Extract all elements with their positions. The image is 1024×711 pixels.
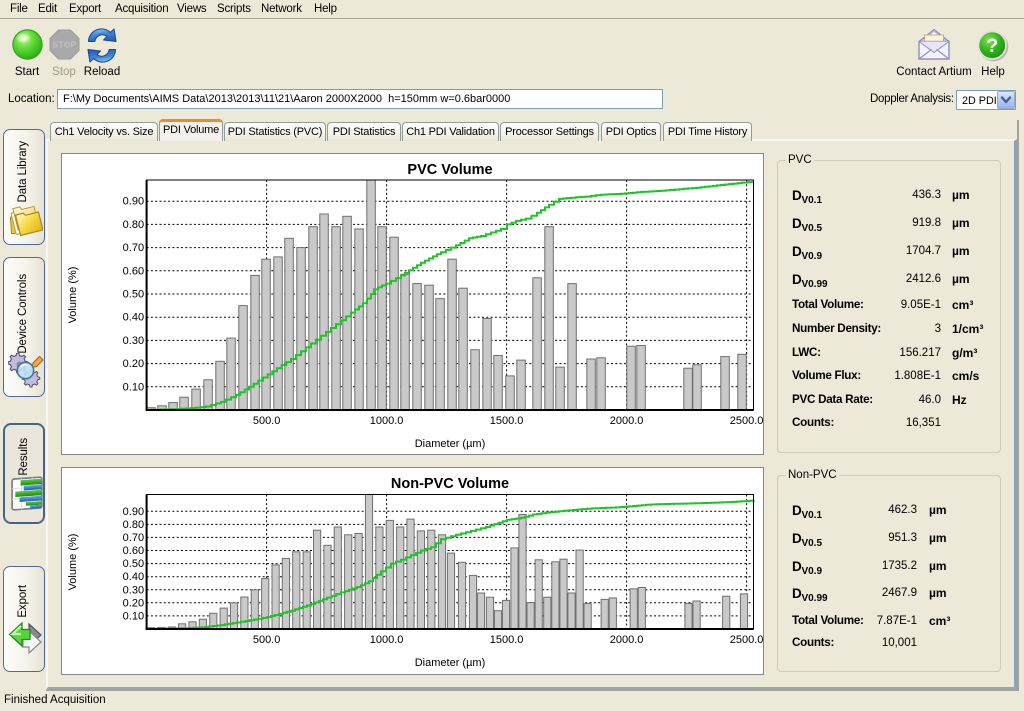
svg-text:0.20: 0.20 <box>123 597 144 609</box>
svg-text:0.70: 0.70 <box>123 242 144 254</box>
svg-text:0.80: 0.80 <box>123 219 144 231</box>
svg-text:2000.0: 2000.0 <box>610 415 644 427</box>
svg-text:1000.0: 1000.0 <box>370 634 404 646</box>
svg-text:0.70: 0.70 <box>123 532 144 544</box>
svg-text:Diameter (µm): Diameter (µm) <box>415 657 486 669</box>
svg-text:STOP: STOP <box>53 40 77 50</box>
svg-text:0.50: 0.50 <box>123 558 144 570</box>
svg-text:Volume (%): Volume (%) <box>67 267 79 324</box>
svg-text:Non-PVC Volume: Non-PVC Volume <box>391 476 509 492</box>
svg-text:Volume (%): Volume (%) <box>67 534 79 591</box>
svg-text:0.60: 0.60 <box>123 265 144 277</box>
svg-text:PVC Volume: PVC Volume <box>407 162 492 178</box>
svg-text:0.50: 0.50 <box>123 289 144 301</box>
svg-text:0.20: 0.20 <box>123 358 144 370</box>
svg-text:0.90: 0.90 <box>123 196 144 208</box>
svg-text:500.0: 500.0 <box>253 415 281 427</box>
svg-text:?: ? <box>986 35 998 57</box>
svg-text:2500.0: 2500.0 <box>730 634 764 646</box>
svg-text:0.10: 0.10 <box>123 610 144 622</box>
svg-text:0.40: 0.40 <box>123 312 144 324</box>
svg-text:Diameter (µm): Diameter (µm) <box>415 438 486 450</box>
svg-text:1500.0: 1500.0 <box>490 415 524 427</box>
svg-text:1000.0: 1000.0 <box>370 415 404 427</box>
svg-text:0.10: 0.10 <box>123 381 144 393</box>
svg-text:0.80: 0.80 <box>123 519 144 531</box>
svg-text:0.30: 0.30 <box>123 584 144 596</box>
svg-text:500.0: 500.0 <box>253 634 281 646</box>
svg-text:0.40: 0.40 <box>123 571 144 583</box>
svg-text:2000.0: 2000.0 <box>610 634 644 646</box>
svg-text:2500.0: 2500.0 <box>730 415 764 427</box>
svg-text:0.30: 0.30 <box>123 335 144 347</box>
svg-text:1500.0: 1500.0 <box>490 634 524 646</box>
svg-text:0.60: 0.60 <box>123 545 144 557</box>
svg-text:0.90: 0.90 <box>123 506 144 518</box>
